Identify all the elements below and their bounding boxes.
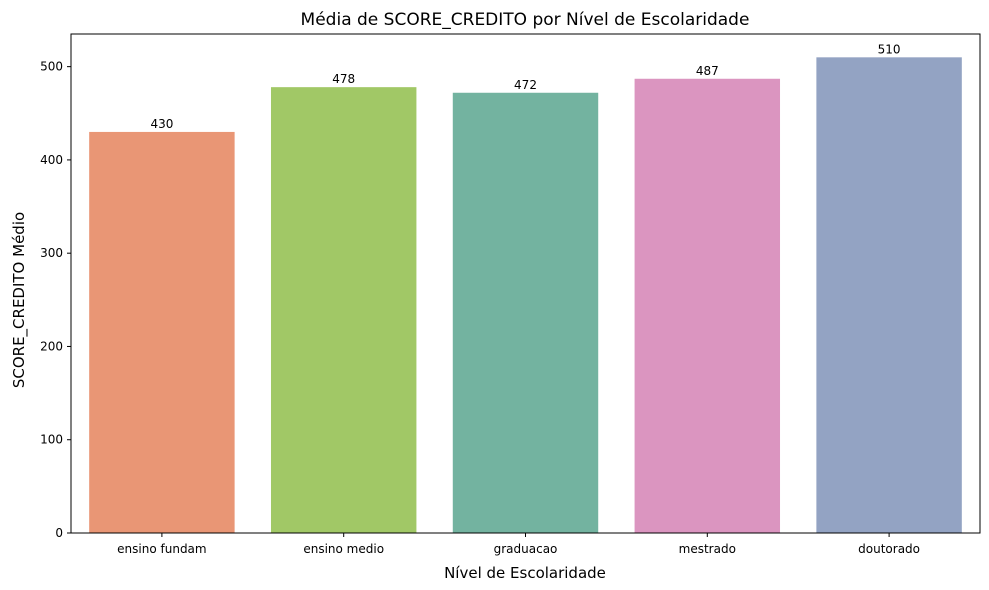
y-tick-label: 500 xyxy=(40,60,63,74)
data-label: 487 xyxy=(696,64,719,78)
bar-ensino-fundam xyxy=(89,131,235,533)
bar-graduacao xyxy=(452,92,599,533)
y-tick-label: 0 xyxy=(55,526,63,540)
x-tick-label: mestrado xyxy=(679,542,736,556)
y-tick-label: 200 xyxy=(40,339,63,353)
chart-title: Média de SCORE_CREDITO por Nível de Esco… xyxy=(301,10,750,30)
data-label: 472 xyxy=(514,78,537,92)
data-label: 430 xyxy=(150,117,173,131)
bar-mestrado xyxy=(634,78,781,534)
x-tick-label: ensino fundam xyxy=(117,542,206,556)
x-tick-label: graduacao xyxy=(494,542,558,556)
data-label: 510 xyxy=(878,42,901,56)
y-tick-label: 100 xyxy=(40,433,63,447)
y-axis-title: SCORE_CREDITO Médio xyxy=(10,212,29,388)
plot-area: 430 ensino fundam 478 ensino medio 472 gradua… xyxy=(40,33,981,556)
x-axis-title: Nível de Escolaridade xyxy=(444,564,606,582)
bar-doutorado xyxy=(816,57,962,533)
y-tick-label: 400 xyxy=(40,153,63,167)
y-tick-label: 300 xyxy=(40,246,63,260)
data-label: 478 xyxy=(332,72,355,86)
bar-ensino-medio xyxy=(270,87,417,533)
x-tick-label: ensino medio xyxy=(303,542,384,556)
x-tick-label: doutorado xyxy=(858,542,920,556)
plot-frame xyxy=(70,33,981,534)
